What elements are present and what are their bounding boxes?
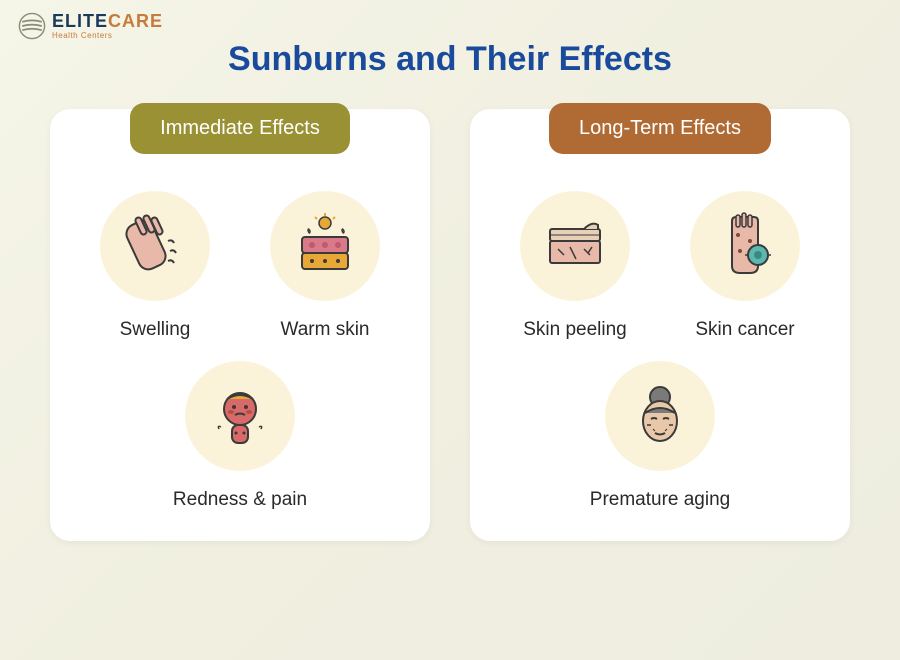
card-longterm: Long-Term Effects Skin peeling — [470, 109, 850, 541]
cancer-icon — [690, 191, 800, 301]
swelling-icon — [100, 191, 210, 301]
item-label: Skin peeling — [523, 319, 627, 341]
items-grid-immediate: Swelling Warm skin — [75, 191, 405, 511]
peeling-icon — [520, 191, 630, 301]
card-header-immediate: Immediate Effects — [130, 103, 350, 154]
item-warm-skin: Warm skin — [250, 191, 400, 341]
warm-skin-icon — [270, 191, 380, 301]
card-immediate: Immediate Effects Swelling — [50, 109, 430, 541]
item-swelling: Swelling — [80, 191, 230, 341]
logo-word-1: ELITE — [52, 11, 108, 31]
cards-container: Immediate Effects Swelling — [0, 109, 900, 541]
item-label: Skin cancer — [695, 319, 794, 341]
item-cancer: Skin cancer — [670, 191, 820, 341]
item-label: Premature aging — [590, 489, 730, 511]
item-peeling: Skin peeling — [500, 191, 650, 341]
item-label: Warm skin — [280, 319, 369, 341]
logo-mark-icon — [18, 12, 46, 40]
logo-word-2: CARE — [108, 11, 163, 31]
logo-text: ELITECARE Health Centers — [52, 12, 163, 40]
logo-subtitle: Health Centers — [52, 32, 163, 40]
item-label: Redness & pain — [173, 489, 307, 511]
brand-logo: ELITECARE Health Centers — [18, 12, 163, 40]
item-redness: Redness & pain — [75, 361, 405, 511]
items-grid-longterm: Skin peeling Skin ca — [495, 191, 825, 511]
item-label: Swelling — [120, 319, 191, 341]
aging-icon — [605, 361, 715, 471]
redness-icon — [185, 361, 295, 471]
card-header-longterm: Long-Term Effects — [549, 103, 771, 154]
item-aging: Premature aging — [495, 361, 825, 511]
